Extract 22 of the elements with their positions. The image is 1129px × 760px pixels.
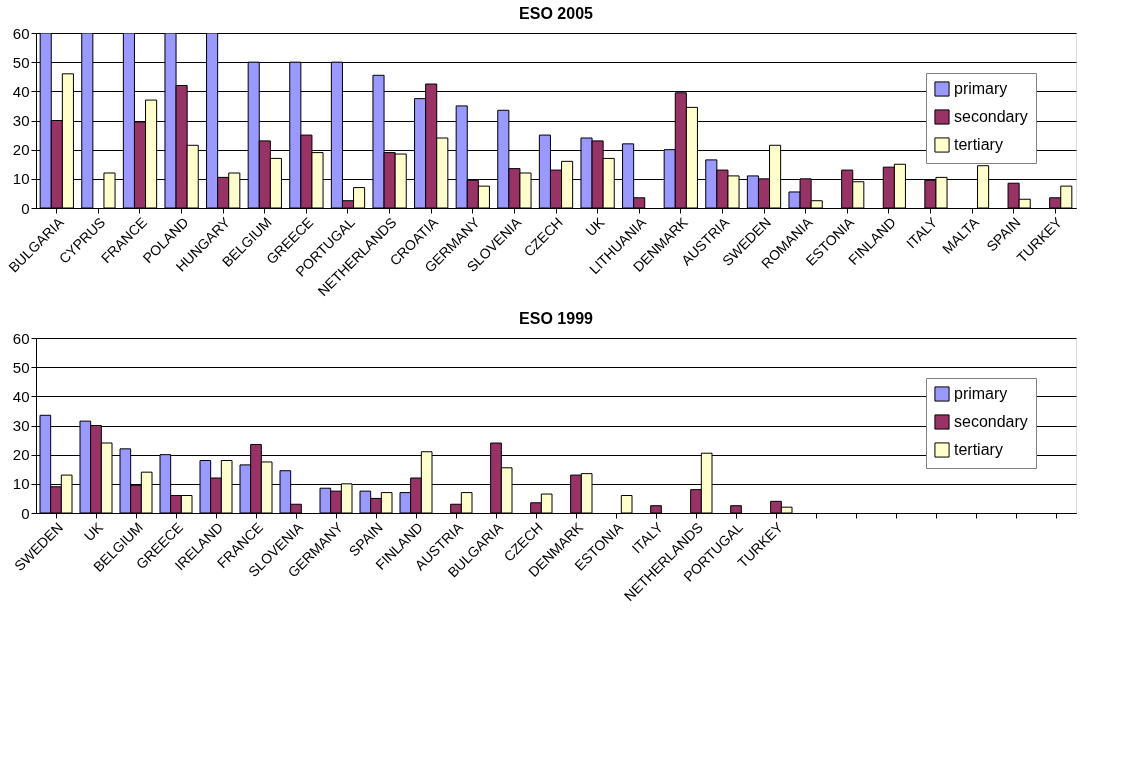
legend-label: tertiary: [954, 441, 1003, 458]
legend-label: secondary: [954, 413, 1028, 430]
y-tick-label: 60: [12, 24, 30, 42]
y-tick-label: 60: [12, 329, 30, 347]
y-tick-label: 40: [12, 387, 30, 405]
y-tick-label: 0: [21, 504, 30, 522]
legend-label: secondary: [954, 108, 1028, 125]
y-tick-label: 0: [21, 199, 30, 217]
y-tick-label: 30: [12, 112, 30, 129]
y-tick-label: 10: [12, 170, 30, 188]
y-tick-label: 50: [12, 358, 30, 376]
y-tick-label: 30: [12, 417, 30, 434]
legend-label: tertiary: [954, 136, 1003, 153]
legend-label: primary: [954, 385, 1008, 402]
y-tick-label: 10: [12, 475, 30, 493]
y-tick-label: 20: [12, 141, 30, 159]
y-tick-label: 40: [12, 82, 30, 100]
y-tick-label: 20: [12, 446, 30, 464]
chart-title: ESO 2005: [519, 5, 594, 22]
legend-label: primary: [954, 80, 1008, 97]
y-tick-label: 50: [12, 53, 30, 71]
chart-title: ESO 1999: [519, 310, 594, 327]
